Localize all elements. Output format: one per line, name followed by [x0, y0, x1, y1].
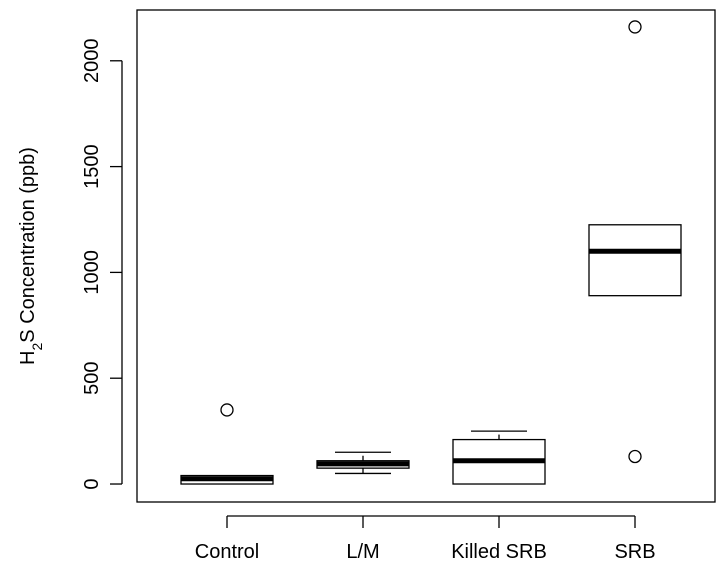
y-axis-title-prefix: H	[17, 351, 39, 365]
x-tick-label: Killed SRB	[451, 541, 547, 563]
y-axis-title-subscript: 2	[29, 343, 45, 351]
y-tick-label: 1000	[81, 250, 103, 295]
y-tick-label: 0	[81, 478, 103, 489]
box-control	[180, 403, 274, 485]
box-l-m	[316, 451, 410, 475]
outlier-point	[628, 20, 642, 34]
y-axis-title: H2S Concentration (ppb)	[17, 147, 45, 365]
x-tick-label: SRB	[614, 541, 655, 563]
boxes-layer	[180, 20, 682, 485]
box-srb	[588, 20, 682, 464]
y-tick-label: 500	[81, 362, 103, 395]
outlier-point	[220, 403, 234, 417]
x-tick-label: L/M	[346, 541, 379, 563]
y-tick-label: 1500	[81, 144, 103, 189]
y-axis-title-suffix: S Concentration (ppb)	[17, 147, 39, 343]
box-killed-srb	[452, 430, 546, 485]
x-axis: Control L/M Killed SRB SRB	[195, 515, 656, 563]
y-tick-label: 2000	[81, 39, 103, 83]
x-tick-label: Control	[195, 541, 259, 563]
plot-frame	[136, 9, 716, 503]
outlier-point	[628, 449, 642, 464]
y-axis: 0 500 1000 1500 2000	[81, 39, 123, 490]
box-iqr	[588, 224, 682, 297]
